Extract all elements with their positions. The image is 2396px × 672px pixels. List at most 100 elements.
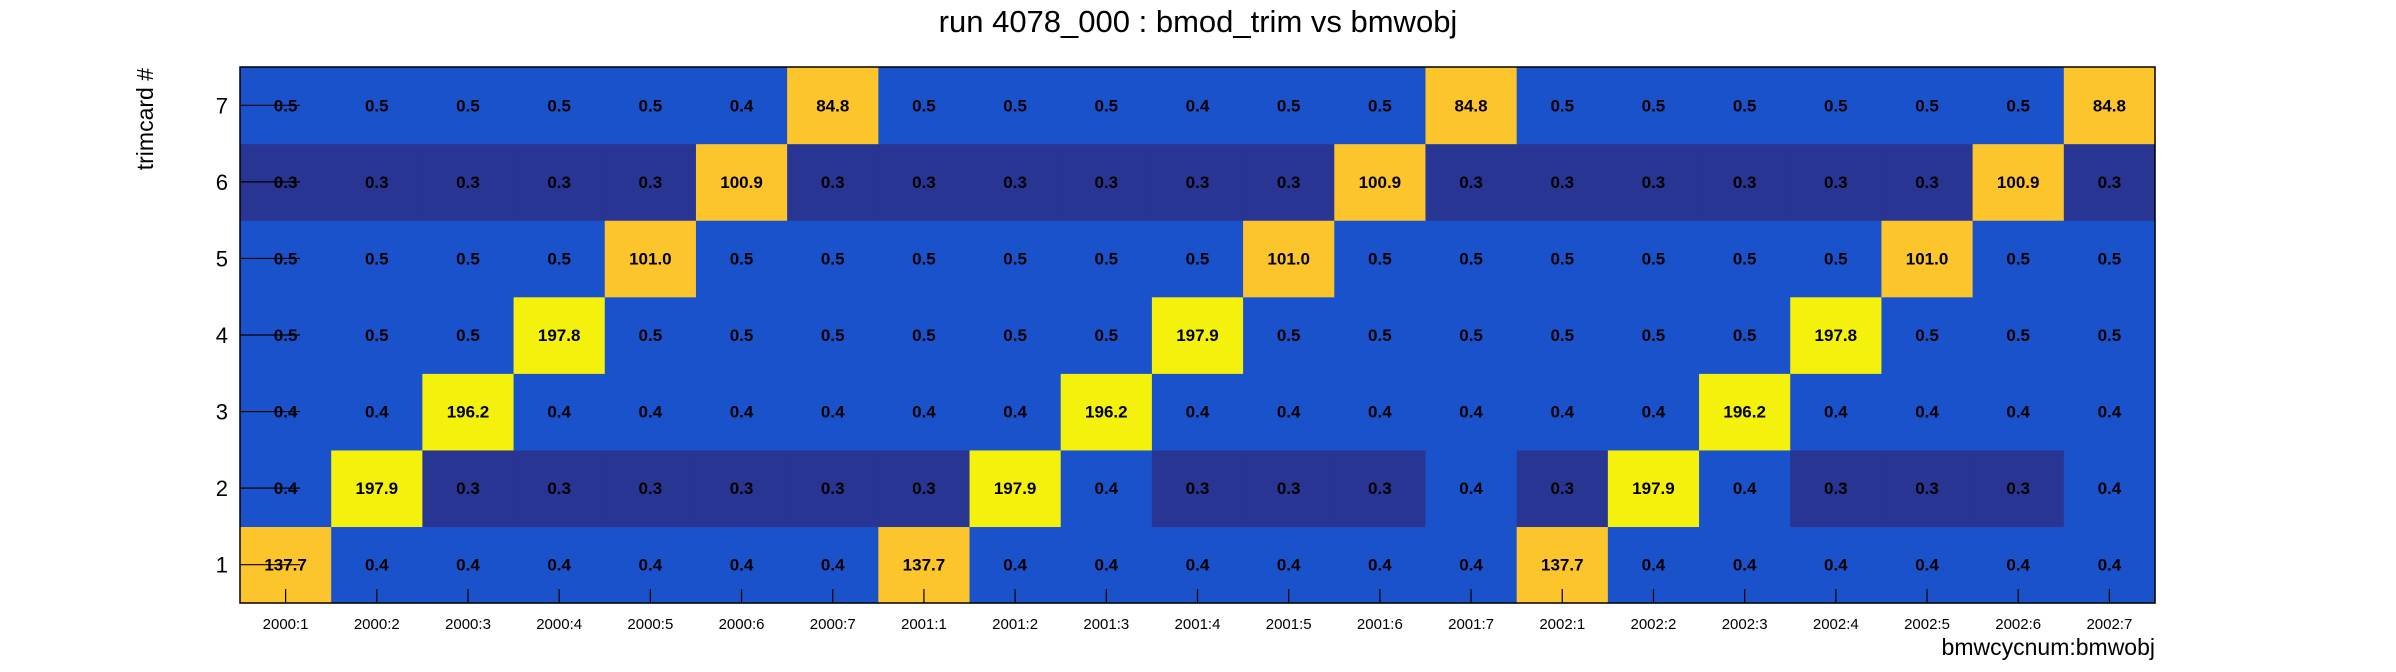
cell-value-label: 0.5 [1824, 96, 1848, 115]
x-tick-labels: 2000:1 2000:2 2000:3 2000:4 2000:5 2000:6 2000… [263, 616, 2133, 633]
heatmap-cell [1972, 449, 2065, 528]
heatmap-cell [1425, 143, 1518, 221]
cell-value-label: 0.3 [639, 173, 663, 192]
heatmap-cell [1790, 67, 1883, 145]
cell-value-label: 0.5 [1368, 96, 1392, 115]
heatmap-cell [1151, 220, 1244, 298]
cell-value-label: 0.4 [639, 403, 663, 422]
cell-value-label: 0.3 [1915, 479, 1939, 498]
heatmap-cell [513, 220, 606, 298]
heatmap-cell [878, 449, 971, 528]
cell-value-label: 0.5 [365, 249, 389, 268]
cell-value-label: 0.5 [1733, 326, 1757, 345]
x-tick-label: 2002:7 [2086, 616, 2132, 633]
cell-value-label: 0.5 [639, 326, 663, 345]
cell-value-label: 0.5 [1368, 249, 1392, 268]
y-tick-label: 4 [216, 323, 228, 348]
heatmap-cell [787, 143, 879, 221]
heatmap-cell [787, 373, 879, 451]
heatmap-cell [2063, 296, 2156, 374]
cell-value-label: 0.5 [730, 326, 754, 345]
cell-value-label: 0.3 [365, 173, 389, 192]
cell-value-label: 0.5 [1368, 326, 1392, 345]
y-tick-label: 3 [216, 400, 228, 425]
x-tick-label: 2002:4 [1813, 616, 1859, 633]
heatmap-cell [422, 143, 515, 221]
cell-value-label: 0.5 [456, 326, 480, 345]
heatmap-cell [2063, 143, 2156, 221]
heatmap-cell [422, 449, 515, 528]
cell-value-label: 0.4 [1459, 403, 1483, 422]
cell-value-label: 0.3 [456, 479, 480, 498]
heatmap-cell [1060, 296, 1153, 374]
y-tick-label: 2 [216, 476, 228, 501]
cell-value-label: 0.5 [365, 326, 389, 345]
cell-value-label: 0.3 [1642, 173, 1666, 192]
cell-value-label: 0.3 [547, 479, 571, 498]
y-tick-label: 5 [216, 246, 228, 271]
heatmap-cell [1334, 220, 1427, 298]
heatmap-cell [1972, 67, 2065, 145]
heatmap-cell [604, 67, 697, 145]
y-tick-labels: 1 2 3 4 5 6 7 [216, 93, 228, 577]
cell-value-label: 0.4 [730, 556, 754, 575]
cell-value-label: 0.5 [1003, 326, 1027, 345]
heatmap-cell [1516, 296, 1609, 374]
heatmap-cell [1151, 373, 1244, 451]
cell-value-label: 0.5 [1550, 326, 1574, 345]
cell-value-label: 0.4 [2006, 556, 2030, 575]
cell-value-label: 0.3 [1733, 173, 1757, 192]
cell-value-label: 0.4 [547, 556, 571, 575]
heatmap-cell [422, 220, 515, 298]
cell-value-label: 0.5 [1915, 326, 1939, 345]
chart-title: run 4078_000 : bmod_trim vs bmwobj [939, 4, 1458, 39]
heatmap-cell [1334, 143, 1427, 221]
cell-value-label: 0.5 [2098, 249, 2122, 268]
heatmap-cell [1972, 296, 2065, 374]
cell-value-label: 0.5 [547, 249, 571, 268]
heatmap-cell [695, 220, 788, 298]
cell-value-label: 0.3 [912, 479, 936, 498]
heatmap-cell [604, 143, 697, 221]
heatmap-cell [1972, 220, 2065, 298]
cell-value-label: 0.4 [1642, 403, 1666, 422]
cell-value-label: 0.3 [1368, 479, 1392, 498]
cell-value-label: 0.4 [1915, 556, 1939, 575]
x-tick-label: 2002:2 [1631, 616, 1677, 633]
cell-value-label: 0.4 [1003, 556, 1027, 575]
heatmap-cell [878, 373, 971, 451]
heatmap-cell [1425, 220, 1518, 298]
cell-value-label: 0.4 [1915, 403, 1939, 422]
cell-value-label: 0.4 [1733, 556, 1757, 575]
cell-value-label: 0.5 [821, 249, 845, 268]
heatmap-cell [1060, 67, 1153, 145]
heatmap-cell [1151, 296, 1244, 374]
cell-value-label: 0.5 [1186, 249, 1210, 268]
heatmap-cell [878, 296, 971, 374]
heatmap-cell [1243, 373, 1335, 451]
heatmap-cell [331, 143, 423, 221]
cell-value-label: 84.8 [2093, 96, 2126, 115]
axis-ticks [240, 104, 2110, 603]
heatmap-cell [1881, 67, 1974, 145]
heatmap-cell [331, 67, 423, 145]
heatmap-cell [969, 220, 1062, 298]
heatmap-cell [969, 373, 1062, 451]
cell-value-label: 197.8 [1815, 326, 1858, 345]
cell-value-label: 0.5 [1550, 249, 1574, 268]
heatmap-cell [1425, 449, 1518, 528]
cell-value-label: 0.5 [1277, 326, 1301, 345]
heatmap-cell [695, 67, 788, 145]
cell-value-label: 0.5 [1642, 326, 1666, 345]
x-tick-label: 2001:2 [992, 616, 1038, 633]
cell-value-label: 0.4 [639, 556, 663, 575]
cell-value-label: 0.3 [1003, 173, 1027, 192]
cell-value-label: 0.5 [912, 326, 936, 345]
cell-value-label: 100.9 [1359, 173, 1402, 192]
cell-value-label: 0.3 [1459, 173, 1483, 192]
cell-value-label: 0.5 [1915, 96, 1939, 115]
y-axis-label: trimcard # [132, 68, 158, 170]
heatmap-cell [1790, 296, 1883, 374]
heatmap-cell [969, 143, 1062, 221]
x-tick-label: 2000:2 [354, 616, 400, 633]
